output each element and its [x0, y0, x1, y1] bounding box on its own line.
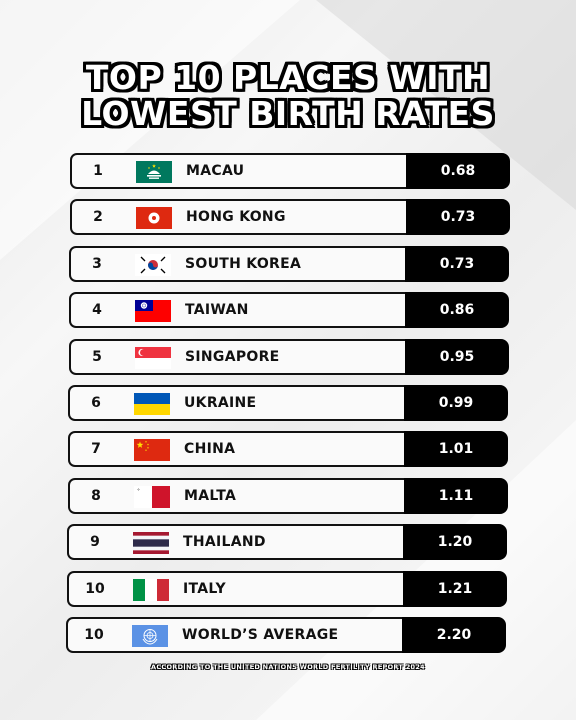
birth-rate-value: 1.01: [404, 431, 508, 467]
rank-cell: 10: [67, 571, 123, 607]
place-cell: MALTA: [120, 478, 408, 514]
place-cell: WORLD’S AVERAGE: [118, 617, 406, 653]
title-line-2: LOWEST BIRTH RATES: [81, 94, 495, 133]
birth-rate-value: 1.21: [403, 571, 507, 607]
table-row: 3 SOUTH KOREA 0.73: [69, 246, 509, 282]
rank-cell: 7: [68, 431, 124, 467]
table-row: 8 MALTA 1.11: [68, 478, 508, 514]
birth-rate-value: 0.73: [406, 199, 510, 235]
rank-cell: 5: [69, 339, 125, 375]
place-cell: ITALY: [119, 571, 407, 607]
table-row: 4 TAIWAN 0.86: [69, 292, 509, 328]
place-name: SOUTH KOREA: [185, 256, 302, 272]
ukraine-flag-icon: [134, 393, 170, 415]
rank-cell: 8: [68, 478, 124, 514]
table-row: 10 WORLD’S AVERAGE 2.20: [66, 617, 506, 653]
place-cell: SOUTH KOREA: [121, 246, 409, 282]
birth-rate-value: 2.20: [402, 617, 506, 653]
rank-cell: 4: [69, 292, 125, 328]
rank-cell: 9: [67, 524, 123, 560]
place-cell: HONG KONG: [122, 199, 410, 235]
italy-flag-icon: [133, 579, 169, 601]
place-cell: CHINA: [120, 431, 408, 467]
place-name: SINGAPORE: [185, 349, 280, 365]
place-name: MALTA: [184, 488, 237, 504]
place-name: UKRAINE: [184, 395, 257, 411]
place-name: THAILAND: [183, 534, 266, 550]
place-cell: TAIWAN: [121, 292, 409, 328]
china-flag-icon: [134, 439, 170, 461]
table-row: 10 ITALY 1.21: [67, 571, 507, 607]
place-name: CHINA: [184, 441, 236, 457]
source-footnote: ACCORDING TO THE UNITED NATIONS WORLD FE…: [151, 663, 425, 671]
place-name: TAIWAN: [185, 302, 249, 318]
rank-cell: 6: [68, 385, 124, 421]
united-nations-flag-icon: [132, 625, 168, 647]
macau-flag-icon: [136, 161, 172, 183]
place-name: MACAU: [186, 163, 245, 179]
thailand-flag-icon: [133, 532, 169, 554]
south-korea-flag-icon: [135, 254, 171, 276]
chart-title: TOP 10 PLACES WITH LOWEST BIRTH RATES: [0, 60, 576, 132]
place-cell: SINGAPORE: [121, 339, 409, 375]
hong-kong-flag-icon: [136, 207, 172, 229]
place-cell: UKRAINE: [120, 385, 408, 421]
malta-flag-icon: [134, 486, 170, 508]
table-row: 1 MACAU 0.68: [70, 153, 510, 189]
table-row: 9 THAILAND 1.20: [67, 524, 507, 560]
birth-rate-value: 1.20: [403, 524, 507, 560]
table-row: 2 HONG KONG 0.73: [70, 199, 510, 235]
place-name: WORLD’S AVERAGE: [182, 627, 339, 643]
rank-cell: 10: [66, 617, 122, 653]
birth-rate-value: 0.73: [405, 246, 509, 282]
table-row: 6 UKRAINE 0.99: [68, 385, 508, 421]
title-line-1: TOP 10 PLACES WITH: [85, 58, 491, 97]
table-row: 7 CHINA 1.01: [68, 431, 508, 467]
place-name: ITALY: [183, 581, 226, 597]
birth-rate-value: 0.68: [406, 153, 510, 189]
taiwan-flag-icon: [135, 300, 171, 322]
birth-rate-value: 0.95: [405, 339, 509, 375]
birth-rate-value: 0.86: [405, 292, 509, 328]
rank-cell: 1: [70, 153, 126, 189]
place-name: HONG KONG: [186, 209, 286, 225]
place-cell: THAILAND: [119, 524, 407, 560]
place-cell: MACAU: [122, 153, 410, 189]
rank-cell: 3: [69, 246, 125, 282]
birth-rate-value: 0.99: [404, 385, 508, 421]
birth-rate-value: 1.11: [404, 478, 508, 514]
singapore-flag-icon: [135, 347, 171, 369]
rank-cell: 2: [70, 199, 126, 235]
table-row: 5 SINGAPORE 0.95: [69, 339, 509, 375]
